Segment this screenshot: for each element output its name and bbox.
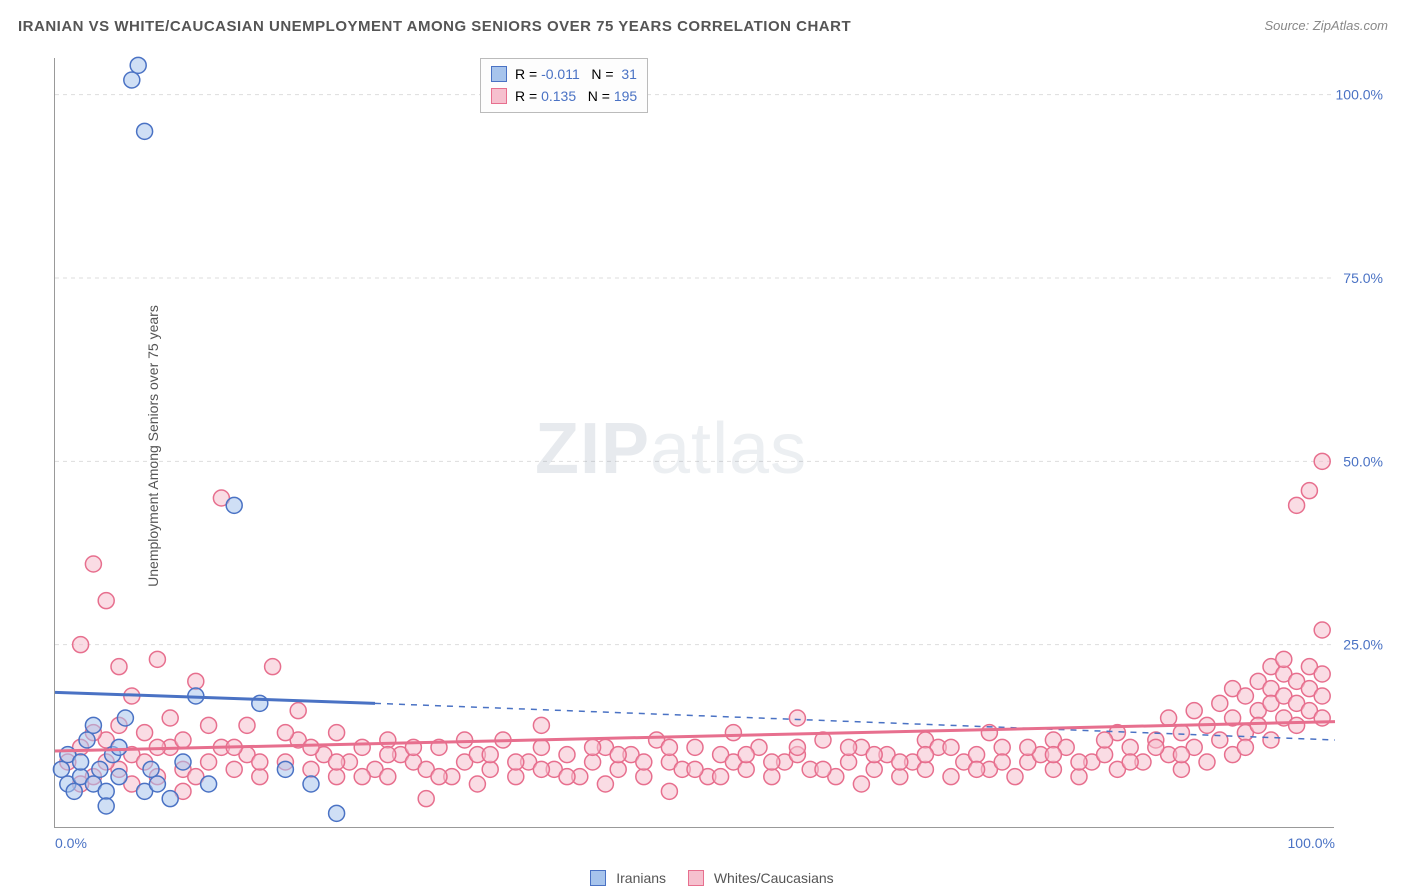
chart-title: IRANIAN VS WHITE/CAUCASIAN UNEMPLOYMENT …	[18, 18, 851, 35]
svg-text:0.0%: 0.0%	[55, 835, 87, 851]
svg-text:75.0%: 75.0%	[1343, 270, 1383, 286]
source-attribution: Source: ZipAtlas.com	[1264, 18, 1388, 33]
stats-swatch	[491, 88, 507, 104]
stats-swatch	[491, 66, 507, 82]
stats-row: R = 0.135 N = 195	[491, 85, 637, 107]
plot-area: 25.0%50.0%75.0%100.0%0.0%100.0% ZIPatlas	[54, 58, 1334, 828]
svg-text:50.0%: 50.0%	[1343, 453, 1383, 469]
correlation-stats-box: R = -0.011 N = 31R = 0.135 N = 195	[480, 58, 648, 113]
svg-text:25.0%: 25.0%	[1343, 637, 1383, 653]
stats-row: R = -0.011 N = 31	[491, 63, 637, 85]
x-axis-legend: Iranians Whites/Caucasians	[0, 870, 1406, 886]
legend-swatch-whites	[688, 870, 704, 886]
svg-text:100.0%: 100.0%	[1336, 87, 1383, 103]
scatter-chart: 25.0%50.0%75.0%100.0%0.0%100.0%	[55, 58, 1335, 828]
svg-text:100.0%: 100.0%	[1288, 835, 1335, 851]
legend-label-iranians: Iranians	[616, 870, 666, 886]
legend-label-whites: Whites/Caucasians	[714, 870, 834, 886]
legend-swatch-iranians	[590, 870, 606, 886]
